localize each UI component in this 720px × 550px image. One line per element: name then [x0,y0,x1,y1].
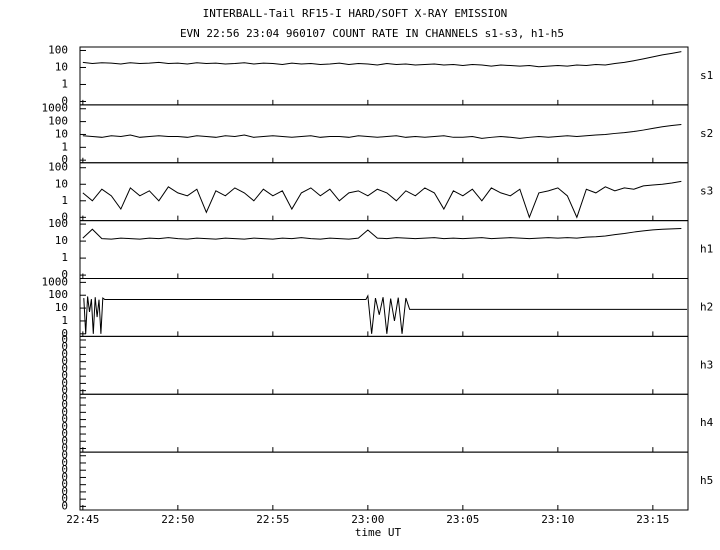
y-tick-label: 10 [55,127,68,140]
panel-label: h4 [700,416,714,429]
y-tick-label: 100 [48,217,68,230]
y-tick-label: 0 [61,347,68,360]
y-tick-label: 100 [48,43,68,56]
series-line [83,294,688,334]
y-tick-label: 0 [61,470,68,483]
x-tick-label: 23:00 [351,513,384,526]
y-tick-label: 0 [61,376,68,389]
y-tick-label: 0 [61,485,68,498]
panel-frame [79,451,689,511]
y-tick-label: 1000 [42,275,69,288]
y-tick-label: 0 [61,333,68,346]
y-tick-label: 0 [61,463,68,476]
panel-label: h3 [700,358,713,371]
y-tick-label: 0 [61,413,68,426]
y-tick-label: 0 [61,442,68,455]
y-tick-label: 0 [61,478,68,491]
x-tick-label: 23:05 [446,513,479,526]
y-tick-label: 0 [61,427,68,440]
y-tick-label: 0 [61,391,68,404]
y-tick-label: 0 [61,362,68,375]
y-tick-label: 0 [61,327,68,340]
y-tick-label: 10 [55,177,68,190]
y-tick-label: 0 [61,449,68,462]
series-line [82,180,682,219]
y-tick-label: 1 [61,194,68,207]
y-tick-label: 10 [55,234,68,247]
panel-label: h5 [700,474,713,487]
y-tick-label: 1000 [42,102,69,115]
x-tick-label: 22:55 [256,513,289,526]
y-tick-label: 1 [61,314,68,327]
y-tick-label: 0 [61,210,68,223]
y-tick-label: 10 [55,60,68,73]
y-tick-label: 0 [61,492,68,505]
y-tick-label: 0 [61,268,68,281]
y-tick-label: 0 [61,355,68,368]
y-tick-label: 0 [61,456,68,469]
y-tick-label: 0 [61,420,68,433]
y-tick-label: 1 [61,251,68,264]
y-tick-label: 100 [48,161,68,174]
x-axis-label: time UT [355,526,402,539]
y-tick-label: 0 [61,398,68,411]
y-tick-label: 0 [61,434,68,447]
y-tick-label: 0 [61,499,68,512]
y-tick-label: 100 [48,288,68,301]
panel-label: h2 [700,300,713,313]
x-tick-label: 22:45 [66,513,99,526]
y-tick-label: 0 [61,153,68,166]
y-tick-label: 10 [55,301,68,314]
series-line [82,123,682,139]
y-tick-label: 0 [61,94,68,107]
chart-subtitle: EVN 22:56 23:04 960107 COUNT RATE IN CHA… [180,27,564,40]
y-tick-label: 0 [61,384,68,397]
y-tick-label: 1 [61,140,68,153]
y-tick-label: 0 [61,405,68,418]
x-tick-label: 23:15 [636,513,669,526]
panel-label: s3 [700,185,713,198]
panel-label: s2 [700,127,713,140]
series-line [82,228,682,240]
chart-title: INTERBALL-Tail RF15-I HARD/SOFT X-RAY EM… [203,7,508,20]
x-tick-label: 23:10 [541,513,574,526]
x-tick-label: 22:50 [161,513,194,526]
y-tick-label: 0 [61,340,68,353]
series-line [82,51,682,68]
panel-label: h1 [700,243,713,256]
y-tick-label: 0 [61,369,68,382]
y-tick-label: 100 [48,115,68,128]
y-tick-label: 1 [61,77,68,90]
panel-label: s1 [700,69,713,82]
